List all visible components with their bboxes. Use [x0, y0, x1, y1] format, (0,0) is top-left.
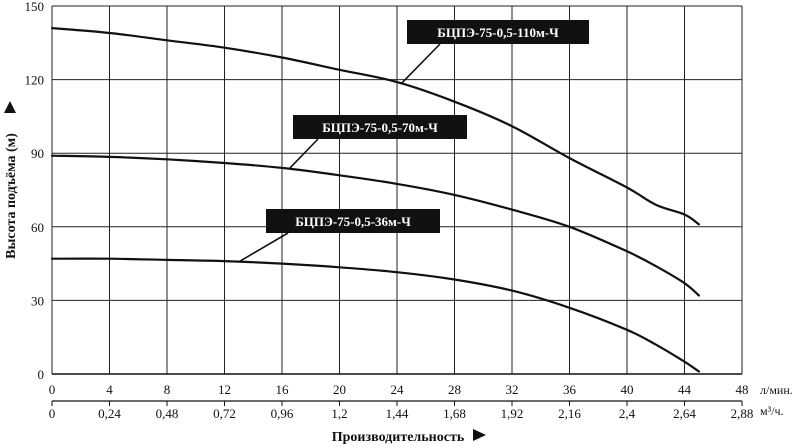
callout-leader: [238, 232, 289, 263]
x-secondary-tick-label: 1,44: [386, 406, 409, 421]
x-tick-label: 28: [448, 382, 461, 397]
x-secondary-tick-label: 2,16: [558, 406, 581, 421]
grid: [51, 5, 743, 375]
series-line-2: [50, 154, 700, 297]
x-secondary-tick-label: 0: [49, 406, 56, 421]
y-tick-label: 90: [31, 146, 44, 161]
x-axis-arrow-icon: [473, 429, 486, 441]
y-tick-label: 0: [38, 367, 45, 382]
callout-label: БЦПЭ-75-0,5-70м-Ч: [322, 120, 438, 135]
x-unit-secondary: м³/ч.: [760, 404, 784, 418]
x-tick-label: 32: [506, 382, 519, 397]
x-secondary-tick-label: 2,88: [731, 406, 754, 421]
x-secondary-tick-label: 1,2: [331, 406, 347, 421]
axes: 0 4 8 12 16 20 24 28 32 36 40 44 480 0,24 0,48 0,72 0,96…: [25, 0, 754, 421]
x-tick-label: 8: [164, 382, 171, 397]
y-axis-arrow-icon: [4, 101, 16, 113]
x-tick-label: 20: [333, 382, 346, 397]
curves: [50, 27, 700, 373]
x-tick-label: 12: [218, 382, 231, 397]
series-line-3: [50, 257, 700, 373]
callout-box: [407, 20, 589, 44]
y-tick-label: 30: [31, 293, 44, 308]
callouts: БЦПЭ-75-0,5-110м-Ч БЦПЭ-75-0,5-70м-Ч БЦПЭ-…: [238, 20, 589, 263]
callout-label: БЦПЭ-75-0,5-36м-Ч: [295, 214, 411, 229]
y-tick-label: 150: [25, 0, 45, 14]
x-tick-label: 24: [391, 382, 405, 397]
callout-box: [293, 115, 467, 139]
x-secondary-tick-label: 1,92: [501, 406, 524, 421]
y-tick-label: 60: [31, 220, 44, 235]
y-axis-title: Высота подъёма (м): [4, 133, 19, 259]
x-tick-label: 36: [563, 382, 577, 397]
x-secondary-tick-label: 0,24: [98, 406, 121, 421]
x-unit-primary: л/мин.: [760, 383, 793, 397]
y-tick-label: 120: [25, 73, 45, 88]
x-secondary-tick-label: 0,48: [156, 406, 179, 421]
x-axis-title: Производительность: [332, 430, 465, 445]
x-tick-label: 16: [276, 382, 290, 397]
series-line-1: [50, 27, 700, 226]
x-secondary-tick-label: 2,64: [673, 406, 696, 421]
x-tick-label: 0: [49, 382, 56, 397]
x-tick-label: 4: [106, 382, 113, 397]
x-tick-label: 48: [736, 382, 749, 397]
x-secondary-tick-label: 1,68: [443, 406, 466, 421]
callout-leader: [288, 138, 319, 170]
x-secondary-tick-label: 0,72: [213, 406, 236, 421]
callout-label: БЦПЭ-75-0,5-110м-Ч: [437, 25, 559, 40]
callout-box: [266, 209, 440, 233]
callout-leader: [400, 43, 441, 85]
x-secondary-tick-label: 2,4: [619, 406, 636, 421]
x-tick-label: 44: [678, 382, 692, 397]
x-tick-label: 40: [621, 382, 634, 397]
x-secondary-tick-label: 0,96: [271, 406, 294, 421]
